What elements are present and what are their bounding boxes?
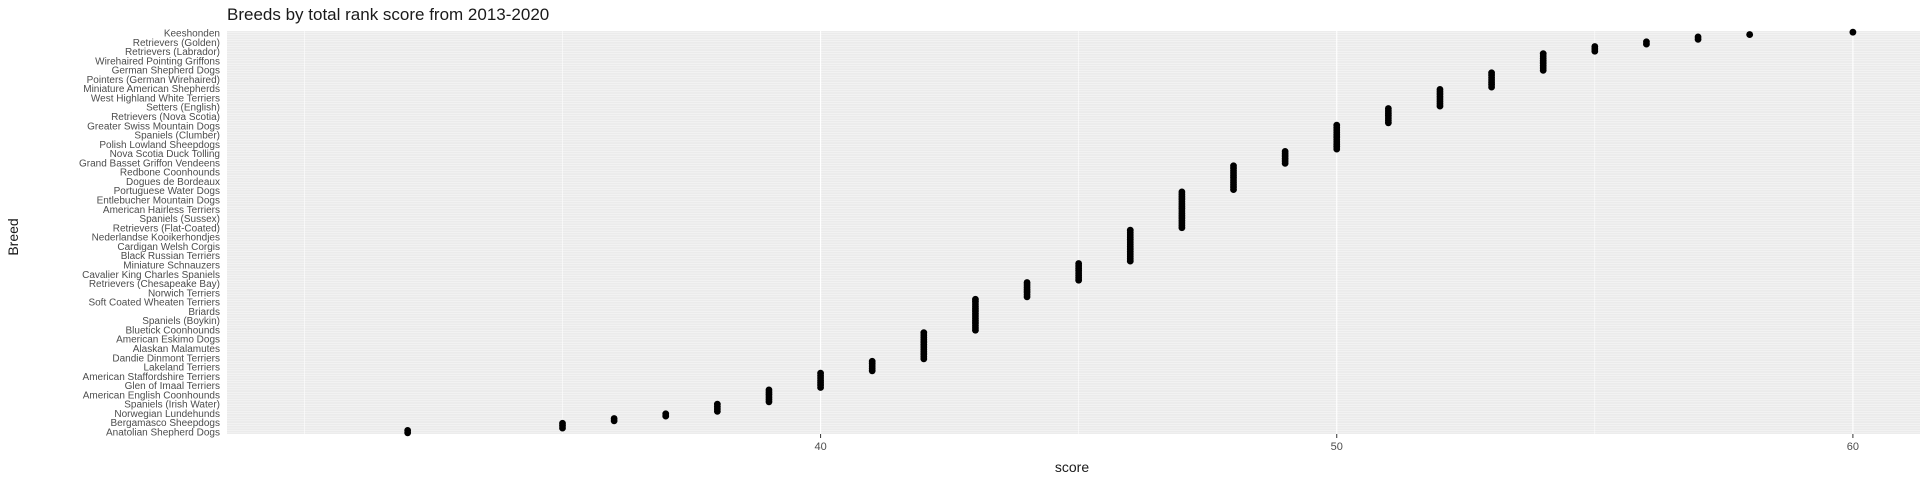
y-tick-label: Polish Lowland Sheepdogs xyxy=(99,140,220,151)
y-tick-label: Portuguese Water Dogs xyxy=(114,186,220,197)
y-tick-label: Redbone Coonhounds xyxy=(120,168,220,179)
y-tick-label: Spaniels (Irish Water) xyxy=(124,400,220,411)
y-tick-label: Cardigan Welsh Corgis xyxy=(117,242,220,253)
y-tick-label: Nova Scotia Duck Tolling xyxy=(110,149,220,160)
data-point xyxy=(404,427,412,434)
y-tick-label: American English Coonhounds xyxy=(83,390,220,401)
y-tick-label: Retrievers (Golden) xyxy=(133,38,220,49)
y-tick-label: Retrievers (Nova Scotia) xyxy=(111,112,220,123)
data-points xyxy=(404,28,1857,437)
data-point xyxy=(920,329,928,337)
y-tick-label: German Shepherd Dogs xyxy=(112,66,220,77)
data-point xyxy=(1333,121,1341,129)
y-tick-label: American Hairless Terriers xyxy=(103,205,220,216)
chart-title: Breeds by total rank score from 2013-202… xyxy=(227,5,549,24)
y-tick-label: Dandie Dinmont Terriers xyxy=(112,353,220,364)
data-point xyxy=(817,369,824,377)
data-point xyxy=(1746,31,1754,38)
y-tick-label: Cavalier King Charles Spaniels xyxy=(82,270,220,281)
data-point xyxy=(868,357,876,365)
y-axis-title: Breed xyxy=(5,218,21,255)
y-tick-label: Briards xyxy=(188,307,220,318)
y-tick-label: Entlebucher Mountain Dogs xyxy=(97,196,220,207)
y-tick-label: Wirehaired Pointing Griffons xyxy=(95,56,220,67)
y-tick-label: Bergamasco Sheepdogs xyxy=(110,418,220,429)
x-axis-title: score xyxy=(1055,459,1089,475)
data-point xyxy=(559,419,566,427)
data-point xyxy=(1488,69,1495,77)
x-tick-label: 60 xyxy=(1847,441,1859,453)
y-tick-label: Keeshonden xyxy=(164,29,220,40)
y-tick-label: Norwegian Lundehunds xyxy=(114,409,220,420)
y-tick-label: Norwich Terriers xyxy=(148,288,220,299)
data-point xyxy=(1281,148,1289,155)
y-tick-label: Grand Basset Griffon Vendeens xyxy=(79,158,220,169)
y-tick-label: Black Russian Terriers xyxy=(121,251,220,262)
data-point xyxy=(1126,226,1134,234)
data-point xyxy=(1384,105,1392,112)
y-tick-label: American Eskimo Dogs xyxy=(116,335,220,346)
y-tick-label: Pointers (German Wirehaired) xyxy=(87,75,220,86)
data-point xyxy=(1643,38,1650,46)
data-point xyxy=(1023,279,1031,286)
x-tick-label: 50 xyxy=(1331,441,1343,453)
y-tick-label: Glen of Imaal Terriers xyxy=(125,381,220,392)
y-tick-label: Greater Swiss Mountain Dogs xyxy=(87,121,220,132)
y-tick-label: Setters (English) xyxy=(146,103,220,114)
y-tick-label: Miniature Schnauzers xyxy=(123,260,220,271)
data-point xyxy=(765,386,773,394)
y-tick-label: Retrievers (Chesapeake Bay) xyxy=(89,279,220,290)
data-point xyxy=(610,415,618,422)
y-tick-label: Spaniels (Boykin) xyxy=(142,316,220,327)
y-tick-label: Retrievers (Flat-Coated) xyxy=(113,223,220,234)
data-point xyxy=(713,400,721,408)
data-point xyxy=(1539,50,1547,58)
data-point xyxy=(1591,43,1599,50)
data-point xyxy=(1230,162,1237,170)
x-ticks: 40 50 60 xyxy=(814,434,1859,453)
data-point xyxy=(1075,260,1083,267)
data-point xyxy=(972,295,979,303)
y-tick-label: Soft Coated Wheaten Terriers xyxy=(88,298,220,309)
y-tick-label: Anatolian Shepherd Dogs xyxy=(106,428,220,439)
y-tick-label: Bluetick Coonhounds xyxy=(125,325,220,336)
y-tick-label: Retrievers (Labrador) xyxy=(125,47,220,58)
y-tick-label: Spaniels (Sussex) xyxy=(139,214,220,225)
data-point xyxy=(1178,188,1186,196)
y-tick-label: Alaskan Malamutes xyxy=(133,344,220,355)
data-point xyxy=(1849,28,1857,36)
gridlines xyxy=(227,31,1920,434)
data-point xyxy=(1436,86,1444,93)
y-tick-label: Lakeland Terriers xyxy=(143,363,220,374)
data-point xyxy=(1694,33,1702,41)
y-tick-label: Dogues de Bordeaux xyxy=(126,177,220,188)
x-tick-label: 40 xyxy=(814,441,826,453)
data-point xyxy=(662,410,670,418)
y-tick-label: Spaniels (Clumber) xyxy=(134,131,220,142)
y-tick-label: West Highland White Terriers xyxy=(91,93,220,104)
y-tick-label: American Staffordshire Terriers xyxy=(83,372,220,383)
y-tick-label: Nederlandse Kooikerhondjes xyxy=(92,233,220,244)
y-tick-label: Miniature American Shepherds xyxy=(83,84,220,95)
